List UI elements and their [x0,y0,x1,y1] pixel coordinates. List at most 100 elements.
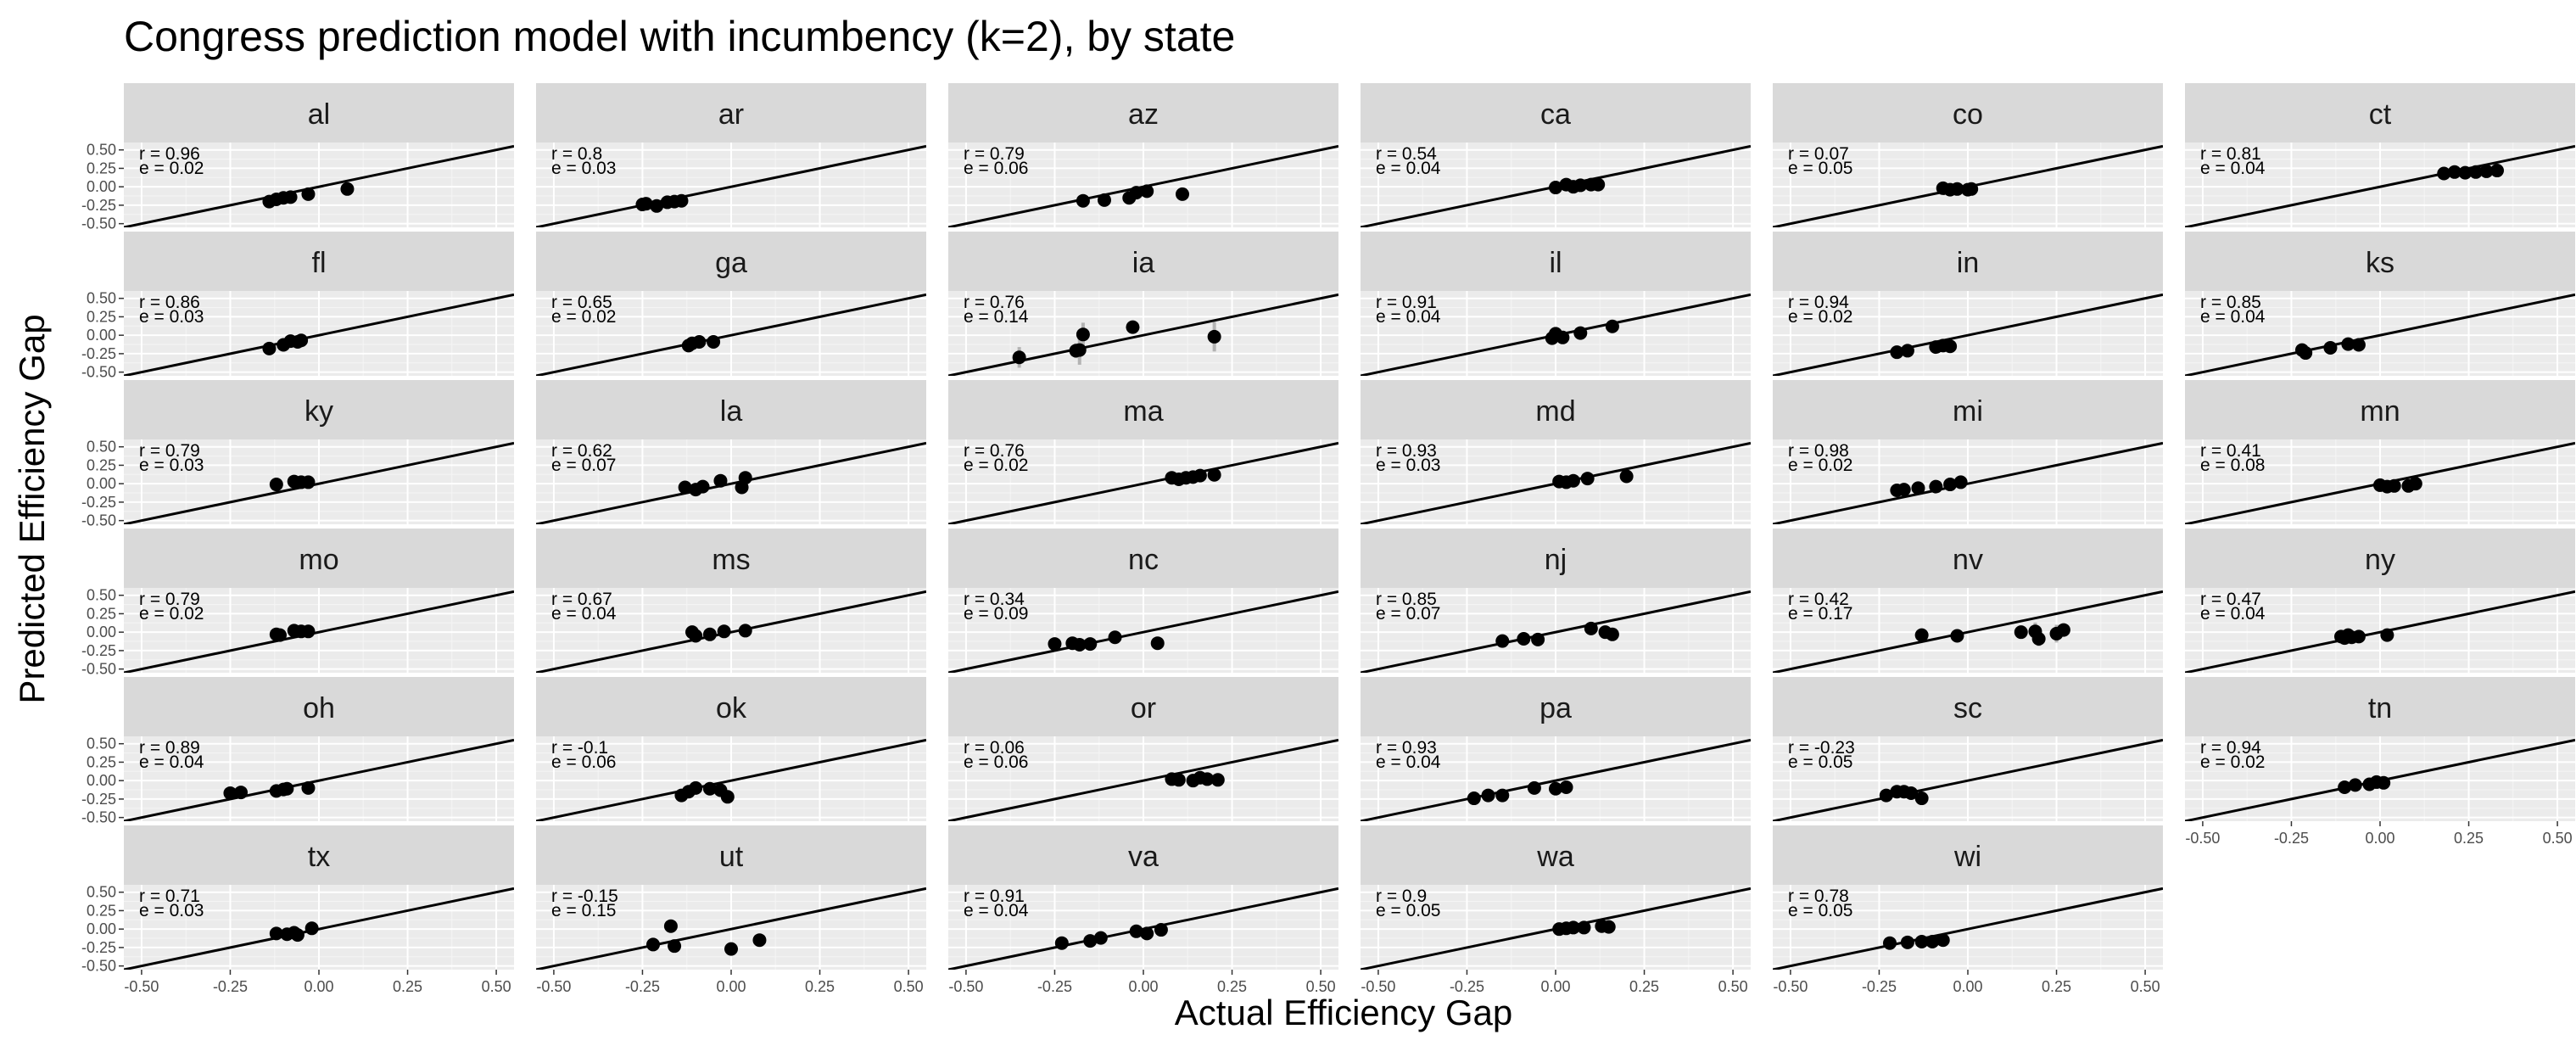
data-point [1566,473,1580,488]
y-tick-label: -0.25 [81,939,116,956]
error-label: e = 0.03 [139,307,204,327]
facet-panel-tx: txr = 0.71e = 0.03-0.50-0.250.000.250.50… [81,825,514,995]
data-point [1559,780,1573,794]
data-point [2351,338,2366,352]
panel-data-layer [124,887,514,970]
error-label: e = 0.03 [551,159,616,178]
data-point [2447,165,2461,179]
panel-data-layer [536,887,926,970]
reference-line [2185,144,2575,227]
data-point [301,187,316,201]
data-point [1150,636,1165,651]
panel-data-layer [536,590,926,673]
panel-data-layer [2185,144,2575,227]
panel-data-layer [124,441,514,524]
facet-label: pa [1539,692,1572,724]
error-label: e = 0.03 [139,456,204,475]
facet-panel-al: al r = 0.96e = 0.02 -0.50-0.25 0.00 0.250.50 [81,83,514,232]
facet-strip [2185,677,2575,736]
y-tick-label: 0.25 [87,456,116,473]
panel-data-layer [1773,738,2163,821]
facet-strip [1773,83,2163,143]
reference-line [536,293,926,376]
facet-panel-ca: ca r = 0.54e = 0.04 [1361,83,1751,227]
x-tick-label: -0.25 [1450,978,1484,995]
data-point [2348,778,2362,792]
x-tick-label: 0.25 [805,978,835,995]
facet-label: mi [1953,395,1983,428]
data-point [1573,178,1588,193]
facet-strip [948,380,1338,439]
x-tick-label: 0.25 [393,978,422,995]
reference-line [1361,590,1751,673]
panel-data-layer [2185,590,2575,673]
data-point [1549,781,1562,796]
data-point [1076,327,1090,342]
facet-strip [2185,380,2575,439]
data-point [646,937,660,952]
data-point [1584,621,1598,635]
data-point [1964,182,1979,196]
data-point [724,942,738,956]
correlation-label: r = 0.34 [964,590,1025,609]
facet-panel-or: or r = 0.06e = 0.06 [948,677,1338,821]
error-label: e = 0.03 [1376,456,1440,475]
data-point [1605,627,1619,641]
panel-data-layer [536,144,926,227]
error-label: e = 0.02 [1788,307,1852,327]
error-label: e = 0.15 [551,901,616,920]
data-point [2031,632,2046,646]
facet-label: tn [2368,692,2392,724]
error-label: e = 0.08 [2200,456,2265,475]
facet-panel-mo: mo r = 0.79e = 0.02 -0.50 -0.25 0.00 0.250.50 [81,529,514,678]
data-point [262,341,277,355]
facet-label: or [1131,692,1156,724]
error-label: e = 0.05 [1788,901,1852,920]
data-point [1580,472,1595,486]
x-tick-label: 0.50 [894,978,924,995]
panel-data-layer [948,293,1338,376]
data-point [1900,344,1914,358]
data-point [1207,467,1221,482]
facet-strip [536,380,926,439]
error-label: e = 0.02 [2200,752,2265,772]
data-point [1200,772,1215,786]
y-axis-title: Predicted Efficiency Gap [12,314,52,703]
correlation-label: r = -0.15 [551,887,618,906]
correlation-label: r = 0.76 [964,293,1025,312]
y-tick-label: 0.00 [87,475,116,492]
facet-label: wa [1536,841,1574,873]
data-point [1531,632,1545,646]
correlation-label: r = 0.93 [1376,738,1437,758]
correlation-label: r = 0.96 [139,144,200,164]
error-label: e = 0.14 [964,307,1029,327]
y-tick-label: 0.25 [87,753,116,770]
data-point [2387,478,2401,493]
data-point [1193,468,1207,483]
data-point [305,921,319,936]
y-tick-label: 0.50 [87,142,116,159]
facet-panel-co: co r = 0.07e = 0.05 [1773,83,2163,227]
data-point [1171,773,1186,787]
x-tick-label: 0.00 [1128,978,1158,995]
data-point [1591,177,1606,192]
error-label: e = 0.02 [551,307,616,327]
error-label: e = 0.04 [1376,159,1441,178]
reference-line [536,441,926,524]
error-label: e = 0.06 [964,752,1028,772]
data-point [1556,330,1570,344]
reference-line [1773,887,2163,970]
facet-panel-nj: nj r = 0.85e = 0.07 [1361,529,1751,673]
data-point [301,475,316,489]
y-tick-label: 0.25 [87,159,116,176]
data-point [713,473,728,488]
facet-strip [1361,529,1751,588]
data-point [269,478,283,492]
data-point [1012,350,1026,365]
data-point [2323,340,2338,355]
panel-data-layer [1773,887,2163,970]
y-tick-label: 0.50 [87,736,116,752]
error-label: e = 0.03 [139,901,204,920]
reference-line [1361,738,1751,821]
error-label: e = 0.05 [1376,901,1440,920]
